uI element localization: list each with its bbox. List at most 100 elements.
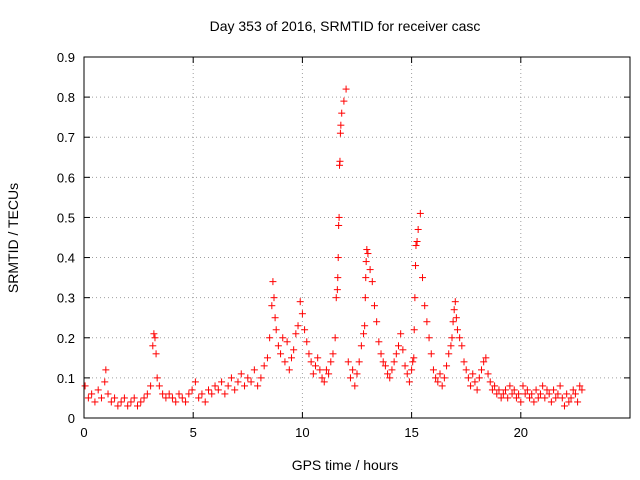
chart-title: Day 353 of 2016, SRMTID for receiver cas… (210, 18, 481, 34)
data-point (165, 390, 173, 398)
y-tick-label: 0.1 (57, 371, 75, 386)
data-point (81, 382, 89, 390)
data-point (445, 350, 453, 358)
data-point (453, 326, 461, 334)
data-point (515, 390, 523, 398)
data-point (159, 390, 167, 398)
data-point (473, 386, 481, 394)
data-point (152, 350, 160, 358)
data-point (322, 366, 330, 374)
data-point (268, 302, 276, 310)
data-point (107, 398, 115, 406)
data-point (114, 402, 122, 410)
data-point (353, 370, 361, 378)
data-point (477, 366, 485, 374)
data-point (218, 378, 226, 386)
data-point (316, 366, 324, 374)
data-point (493, 390, 501, 398)
data-point (447, 342, 455, 350)
data-point (403, 370, 411, 378)
data-point (419, 274, 427, 282)
data-point (412, 242, 420, 250)
x-tick-label: 0 (80, 425, 87, 440)
data-point (386, 374, 394, 382)
data-point (414, 225, 422, 233)
data-point (384, 370, 392, 378)
data-point (565, 398, 573, 406)
data-point (327, 358, 335, 366)
data-point (576, 382, 584, 390)
data-point (338, 109, 346, 117)
y-tick-label: 0.6 (57, 170, 75, 185)
data-point (301, 326, 309, 334)
data-point (271, 314, 279, 322)
data-point (558, 394, 566, 402)
data-point (381, 362, 389, 370)
data-point (320, 378, 328, 386)
data-point (434, 378, 442, 386)
data-point (355, 358, 363, 366)
x-tick-label: 15 (404, 425, 418, 440)
data-point (104, 390, 112, 398)
data-point (550, 386, 558, 394)
data-point (84, 394, 92, 402)
data-point (277, 350, 285, 358)
data-point (491, 382, 499, 390)
data-point (362, 258, 370, 266)
data-point (508, 390, 516, 398)
data-point (361, 322, 369, 330)
data-point (150, 330, 158, 338)
data-point (471, 378, 479, 386)
data-point (567, 394, 575, 402)
data-point (536, 390, 544, 398)
data-point (506, 382, 514, 390)
data-point (175, 390, 183, 398)
data-point (532, 386, 540, 394)
data-point (231, 386, 239, 394)
data-point (266, 334, 274, 342)
data-point (451, 298, 459, 306)
data-point (366, 266, 374, 274)
y-tick-label: 0.7 (57, 130, 75, 145)
data-point (335, 213, 343, 221)
data-point (241, 382, 249, 390)
data-point (375, 338, 383, 346)
data-point (309, 370, 317, 378)
data-point (94, 386, 102, 394)
data-point (526, 394, 534, 402)
x-tick-label: 20 (514, 425, 528, 440)
y-tick-label: 0.2 (57, 331, 75, 346)
data-point (182, 398, 190, 406)
data-point (528, 390, 536, 398)
data-point (124, 402, 132, 410)
data-point (484, 370, 492, 378)
data-point (120, 394, 128, 402)
data-point (460, 358, 468, 366)
data-point (425, 334, 433, 342)
data-point (411, 294, 419, 302)
data-point (397, 330, 405, 338)
data-point (237, 370, 245, 378)
data-point (102, 366, 110, 374)
data-point (421, 302, 429, 310)
data-point (211, 382, 219, 390)
data-point (134, 402, 142, 410)
y-tick-label: 0.5 (57, 210, 75, 225)
data-point (296, 298, 304, 306)
data-point (486, 378, 494, 386)
data-point (91, 398, 99, 406)
data-point (227, 374, 235, 382)
data-point (329, 350, 337, 358)
data-point (214, 386, 222, 394)
data-point (334, 254, 342, 262)
data-point (351, 382, 359, 390)
data-point (541, 394, 549, 402)
y-tick-label: 0.8 (57, 90, 75, 105)
data-point (234, 378, 242, 386)
data-point (427, 350, 435, 358)
data-point (312, 362, 320, 370)
data-point (349, 366, 357, 374)
data-point (370, 302, 378, 310)
data-point (469, 370, 477, 378)
data-point (443, 362, 451, 370)
